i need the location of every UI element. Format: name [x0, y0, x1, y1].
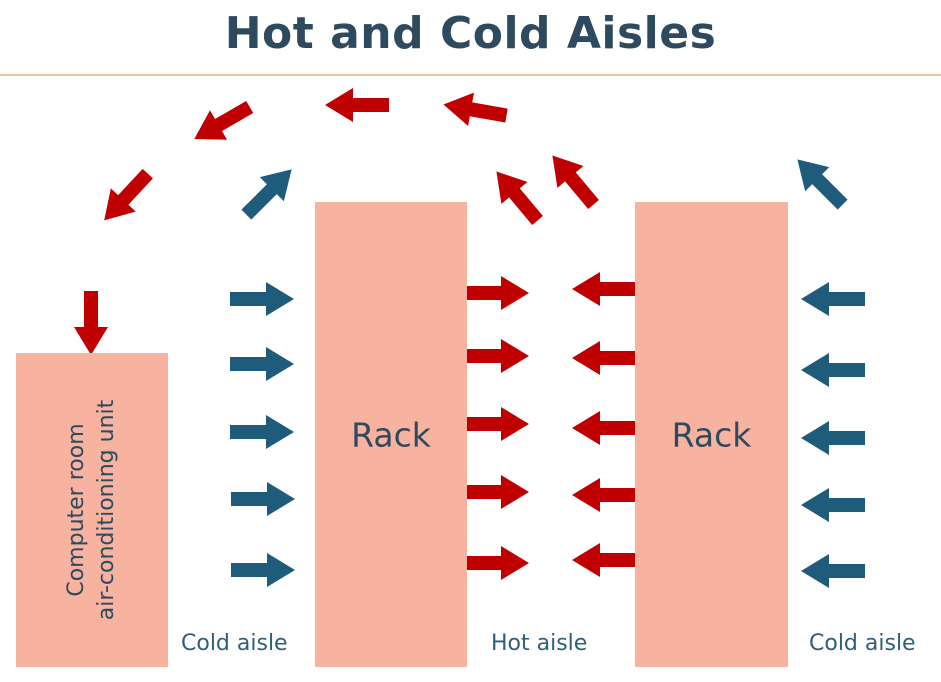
- cold-intake-arrow: [801, 353, 865, 387]
- hot-exhaust-arrow: [465, 546, 529, 580]
- hot-exhaust-arrow: [572, 543, 636, 577]
- cold-aisle-label-right: Cold aisle: [809, 631, 916, 656]
- hot-exhaust-arrow: [572, 272, 636, 306]
- cold-intake-arrow: [230, 415, 294, 449]
- cold-intake-arrow: [231, 553, 295, 587]
- hot-exhaust-arrow: [465, 339, 529, 373]
- hot-rise-arrow: [539, 144, 607, 216]
- title-divider: [0, 74, 941, 76]
- cold-intake-arrow: [801, 488, 865, 522]
- crac-unit: Computer room air-conditioning unit: [16, 353, 168, 667]
- hot-exhaust-arrow: [465, 276, 529, 310]
- hot-exhaust-arrow: [572, 341, 636, 375]
- cold-intake-arrow: [801, 554, 865, 588]
- cold-aisle-label-left: Cold aisle: [181, 631, 288, 656]
- rack-1: Rack: [315, 202, 467, 667]
- cold-intake-arrow: [230, 347, 294, 381]
- hot-exhaust-arrow: [465, 407, 529, 441]
- hot-return-arrow: [185, 92, 259, 154]
- cold-intake-arrow: [230, 282, 294, 316]
- cold-intake-arrow: [231, 482, 295, 516]
- hot-exhaust-arrow: [572, 478, 636, 512]
- cold-intake-arrow: [801, 421, 865, 455]
- rack-2: Rack: [635, 202, 788, 667]
- cold-rise-arrow: [785, 147, 855, 217]
- rack-1-label: Rack: [351, 415, 431, 454]
- hot-rise-arrow: [483, 160, 551, 232]
- diagram-title: Hot and Cold Aisles: [224, 8, 717, 59]
- hot-exhaust-arrow: [465, 475, 529, 509]
- cold-rise-arrow: [234, 157, 304, 227]
- hot-return-arrow: [91, 162, 161, 232]
- hot-aisle-label: Hot aisle: [491, 631, 588, 656]
- crac-label: Computer room air-conditioning unit: [62, 365, 122, 655]
- rack-2-label: Rack: [671, 415, 752, 454]
- hot-return-arrow: [440, 87, 510, 133]
- hot-return-arrow: [325, 88, 389, 122]
- crac-label-line2: air-conditioning unit: [94, 399, 119, 621]
- crac-label-line1: Computer room: [64, 423, 89, 597]
- cold-intake-arrow: [801, 282, 865, 316]
- crac-intake-arrow: [74, 291, 108, 355]
- hot-exhaust-arrow: [572, 411, 636, 445]
